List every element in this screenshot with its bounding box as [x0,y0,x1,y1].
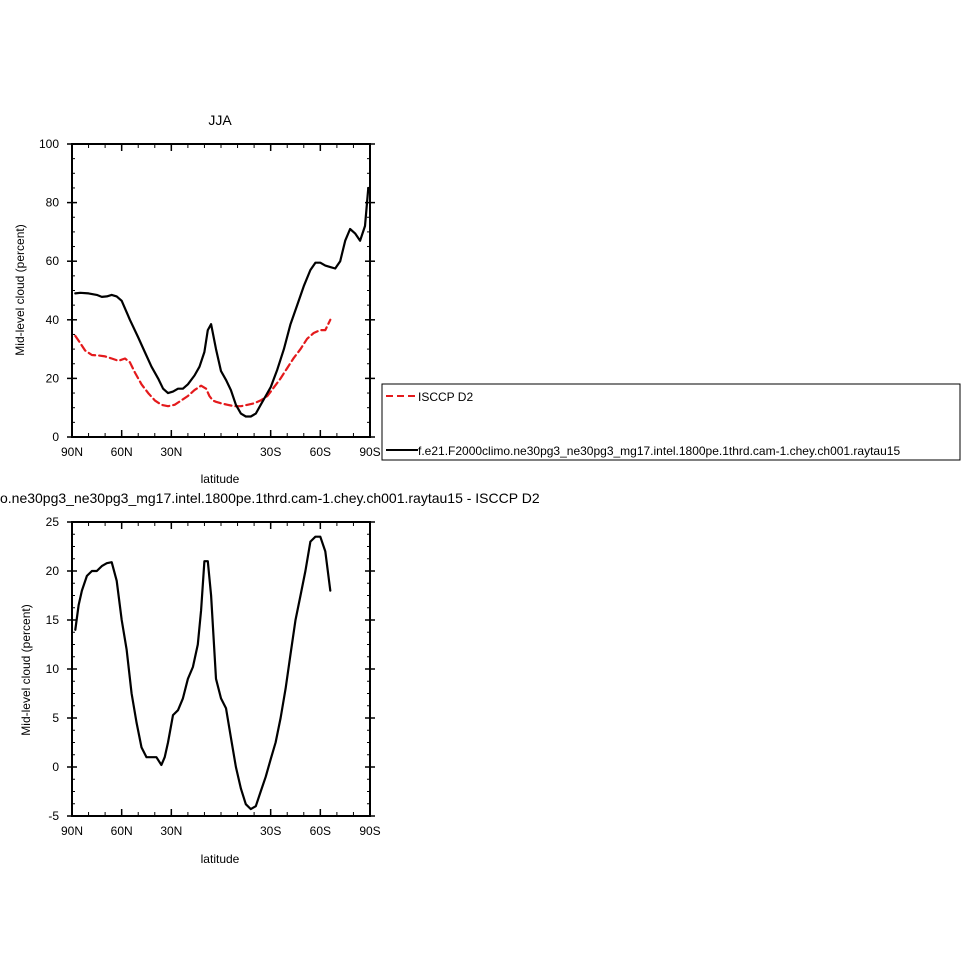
y-tick-label-top: 40 [46,313,60,327]
x-axis-label-top: latitude [201,472,240,486]
y-tick-label-bottom: 15 [46,613,60,627]
legend: ISCCP D2 f.e21.F2000climo.ne30pg3_ne30pg… [381,383,961,461]
x-tick-label-top: 90N [61,445,83,459]
y-tick-label-top: 60 [46,254,60,268]
panel-bottom: f.e21.F2000climo.ne30pg3_ne30pg3_mg17.in… [0,490,540,866]
y-tick-label-top: 80 [46,196,60,210]
y-axis-label-top: Mid-level cloud (percent) [13,224,27,355]
plot-frame-top [71,143,371,438]
series-line-top-model [74,186,370,418]
y-tick-label-bottom: 0 [52,760,59,774]
y-tick-label-bottom: 25 [46,515,60,529]
x-tick-label-bottom: 60S [310,824,331,838]
x-tick-label-top: 30N [160,445,182,459]
y-axis-label-bottom: Mid-level cloud (percent) [19,604,33,735]
plot-frame-bottom [71,521,371,817]
x-tick-label-top: 60S [310,445,331,459]
x-axis-label-bottom: latitude [201,852,240,866]
y-tick-label-top: 0 [52,430,59,444]
legend-box [381,383,961,461]
y-tick-label-bottom: 20 [46,564,60,578]
series-line-top-isccp [74,318,332,408]
y-tick-label-top: 100 [39,137,59,151]
x-tick-label-bottom: 90S [359,824,380,838]
x-tick-label-top: 60N [111,445,133,459]
y-tick-label-top: 20 [46,371,60,385]
x-tick-label-bottom: 30N [160,824,182,838]
x-tick-label-bottom: 90N [61,824,83,838]
chart-title-top: JJA [208,112,232,128]
y-tick-label-bottom: 5 [52,711,59,725]
x-tick-label-top: 30S [260,445,281,459]
y-tick-label-bottom: -5 [48,809,59,823]
y-tick-label-bottom: 10 [46,662,60,676]
legend-label-model: f.e21.F2000climo.ne30pg3_ne30pg3_mg17.in… [418,444,900,458]
panel-top: JJA 90N 60N 30N 30S 60S 90S 0 20 40 60 80 100 latit… [13,112,381,486]
legend-label-isccp: ISCCP D2 [418,390,473,404]
x-tick-label-top: 90S [359,445,380,459]
x-tick-label-bottom: 30S [260,824,281,838]
chart-title-bottom: f.e21.F2000climo.ne30pg3_ne30pg3_mg17.in… [0,490,540,506]
series-line-bottom-model [74,535,332,811]
x-tick-label-bottom: 60N [111,824,133,838]
